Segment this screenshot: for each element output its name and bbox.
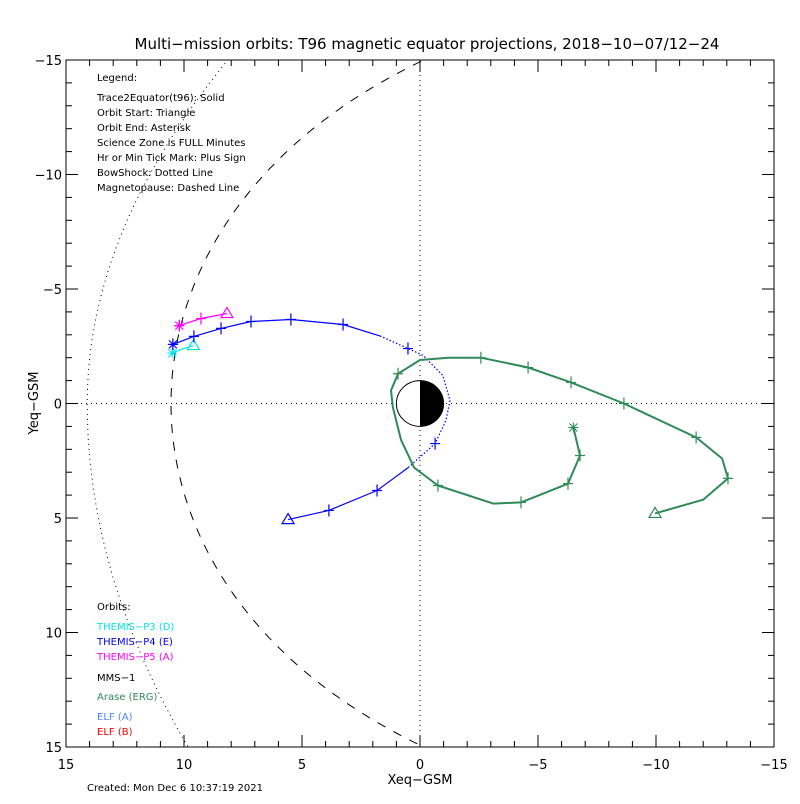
orbit-entry: Arase (ERG)	[97, 692, 158, 703]
tick-mark-plus	[516, 496, 527, 509]
orbit-entry: MMS−1	[97, 673, 135, 684]
y-tick-label: −5	[43, 283, 62, 298]
orbit-trace-dotted	[379, 335, 451, 469]
x-tick-label: 5	[298, 758, 306, 773]
orbit-entry: ELF (A)	[97, 712, 133, 723]
orbit-end-asterisk	[167, 348, 178, 359]
axes: 15 10 5 0 −5 −10 −15 −15 −10 −5 0 5 10 15	[35, 54, 788, 773]
x-tick-label: −10	[642, 758, 669, 773]
legend-heading: Legend:	[97, 73, 137, 84]
tick-mark-plus	[430, 437, 441, 450]
legend: Legend: Trace2Equator(t96): Solid Orbit …	[96, 73, 246, 194]
y-tick-label: 10	[45, 627, 62, 642]
x-tick-label: −15	[760, 758, 787, 773]
orbit-themis-p4-e-	[167, 313, 451, 525]
legend-line: Trace2Equator(t96): Solid	[96, 93, 225, 104]
legend-line: Science Zone is FULL Minutes	[97, 138, 246, 149]
legend-line: Hr or Min Tick Mark: Plus Sign	[97, 153, 246, 164]
orbit-trace	[390, 356, 729, 515]
orbit-entry: THEMIS−P5 (A)	[96, 652, 174, 663]
orbits	[167, 306, 733, 525]
tick-mark-plus	[475, 351, 486, 364]
orbit-end-asterisk	[174, 320, 185, 331]
legend-line: BowShock: Dotted Line	[97, 168, 213, 179]
chart-title: Multi−mission orbits: T96 magnetic equat…	[135, 35, 720, 53]
tick-mark-plus	[393, 367, 404, 380]
tick-mark-plus	[566, 376, 577, 389]
orbit-end-asterisk	[568, 422, 579, 433]
orbit-themis-p3-d-	[167, 338, 201, 359]
y-tick-label: 15	[45, 741, 62, 756]
tick-mark-plus	[402, 342, 413, 355]
tick-mark-plus	[188, 330, 199, 343]
tick-mark-plus	[432, 479, 443, 492]
tick-mark-plus	[216, 322, 227, 335]
legend-line: Orbit Start: Triangle	[97, 108, 195, 119]
x-tick-label: 15	[58, 758, 75, 773]
y-axis-label: Yeq−GSM	[27, 372, 42, 436]
orbit-entry: THEMIS−P3 (D)	[96, 622, 174, 633]
orbit-start-triangle	[281, 512, 296, 525]
tick-mark-plus	[246, 315, 257, 328]
x-tick-label: −5	[528, 758, 547, 773]
orbit-start-triangle	[219, 306, 235, 319]
tick-mark-plus	[575, 449, 586, 462]
tick-mark-plus	[523, 361, 534, 374]
tick-mark-plus	[722, 472, 733, 485]
y-tick-label: −15	[35, 54, 62, 69]
created-timestamp: Created: Mon Dec 6 10:37:19 2021	[87, 783, 263, 794]
tick-mark-plus	[285, 313, 296, 326]
x-axis-label: Xeq−GSM	[387, 773, 452, 788]
orbit-arase-erg-	[390, 351, 733, 519]
orbit-trace	[287, 467, 409, 521]
earth-night-side	[420, 380, 444, 427]
orbits-legend: Orbits: THEMIS−P3 (D) THEMIS−P4 (E) THEM…	[96, 602, 174, 738]
tick-mark-plus	[338, 318, 349, 331]
orbit-entry: THEMIS−P4 (E)	[96, 637, 173, 648]
tick-mark-plus	[323, 504, 334, 517]
orbit-entry: ELF (B)	[97, 727, 133, 738]
legend-line: Magnetopause: Dashed Line	[97, 183, 239, 194]
orbit-trace	[172, 318, 381, 345]
tick-mark-plus	[372, 484, 383, 497]
orbit-start-triangle	[647, 506, 663, 519]
orbits-heading: Orbits:	[97, 602, 131, 613]
y-tick-label: 0	[54, 398, 62, 413]
orbit-start-triangle	[186, 338, 201, 351]
tick-mark-plus	[195, 312, 206, 325]
y-tick-label: −10	[35, 169, 62, 184]
tick-mark-plus	[562, 477, 573, 490]
x-tick-label: 0	[416, 758, 424, 773]
y-tick-label: 5	[54, 512, 62, 527]
orbit-end-asterisk	[167, 339, 178, 350]
tick-mark-plus	[691, 431, 702, 444]
tick-mark-plus	[618, 397, 629, 410]
earth-icon	[395, 380, 445, 427]
x-tick-label: 10	[176, 758, 193, 773]
orbit-themis-p5-a-	[174, 306, 235, 332]
legend-line: Orbit End: Asterisk	[97, 123, 191, 134]
orbit-trace	[179, 312, 228, 327]
